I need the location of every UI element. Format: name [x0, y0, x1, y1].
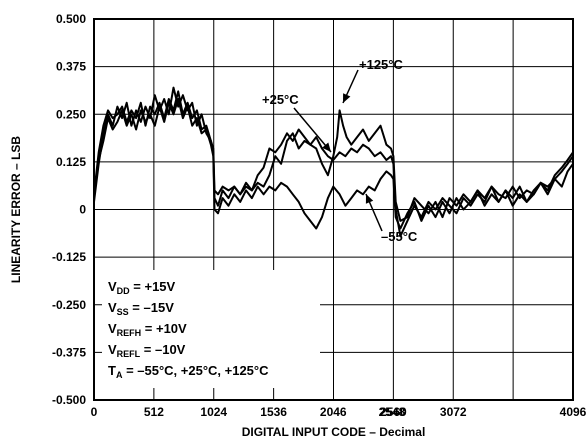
x-tick-label: 2560 — [380, 405, 407, 419]
arrow-125c-head — [343, 93, 351, 103]
x-tick-label: 512 — [144, 405, 164, 419]
conditions-backdrop — [102, 270, 320, 388]
x-tick-label: 1536 — [260, 405, 287, 419]
arrow-25c — [293, 107, 332, 153]
x-tick-label: 1024 — [200, 405, 227, 419]
condition-line-2: VREFH = +10V — [108, 321, 187, 338]
series-25c-line — [93, 90, 574, 238]
condition-line-0: VDD = +15V — [108, 279, 176, 296]
x-tick-label: 0 — [91, 405, 98, 419]
condition-line-4: TA = –55°C, +25°C, +125°C — [108, 363, 269, 380]
y-tick-label: 0.500 — [56, 12, 86, 26]
annotation-arrows — [293, 69, 383, 232]
y-tick-label: -0.250 — [52, 298, 86, 312]
x-tick-label: 4096 — [560, 405, 587, 419]
annotation-125c: +125°C — [359, 57, 403, 72]
y-tick-label: -0.125 — [52, 250, 86, 264]
y-tick-label: 0.375 — [56, 60, 86, 74]
y-tick-label: -0.500 — [52, 393, 86, 407]
annotations: +125°C +25°C –55°C — [262, 57, 418, 244]
series-minus55c-line — [93, 98, 574, 230]
arrow-minus55c-head — [365, 194, 374, 204]
y-axis-label: LINEARITY ERROR – LSB — [9, 136, 23, 283]
y-tick-label: 0.125 — [56, 155, 86, 169]
arrow-25c-head — [322, 142, 331, 152]
series-layer — [93, 86, 574, 238]
x-tick-label: 2046 — [320, 405, 347, 419]
x-tick-label: 2548 — [379, 405, 406, 419]
y-tick-label: -0.375 — [52, 345, 86, 359]
y-tick-label: 0 — [79, 203, 86, 217]
condition-line-1: VSS = –15V — [108, 300, 174, 317]
x-axis-label: DIGITAL INPUT CODE – Decimal — [242, 425, 426, 439]
y-tick-label: 0.250 — [56, 107, 86, 121]
plot-frame — [93, 18, 574, 401]
test-conditions: VDD = +15V VSS = –15V VREFH = +10V VREFL = … — [102, 270, 320, 388]
annotation-25c: +25°C — [262, 92, 299, 107]
x-tick-label: 3072 — [440, 405, 467, 419]
annotation-minus55c: –55°C — [381, 229, 418, 244]
condition-line-3: VREFL = –10V — [108, 342, 186, 359]
